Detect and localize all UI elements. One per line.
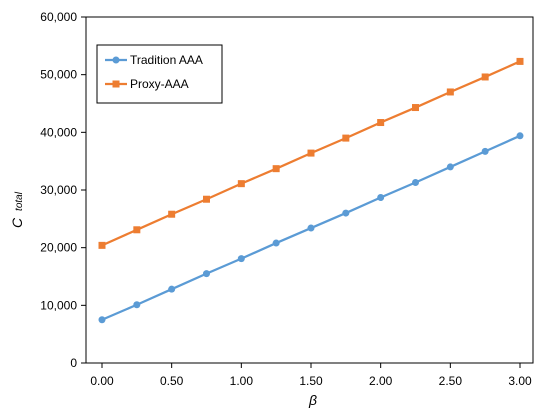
data-point (307, 224, 315, 232)
axes: 0 10,000 20,000 30,000 40,000 50,000 60,000 0.0… (40, 10, 534, 388)
data-point (168, 285, 176, 293)
y-tick-label: 30,000 (40, 183, 77, 197)
legend-box (96, 44, 223, 104)
data-point (133, 301, 141, 309)
data-point (203, 195, 210, 203)
y-tick-label: 60,000 (40, 10, 77, 24)
legend-label: Proxy-AAA (130, 77, 189, 91)
x-tick-label: 1.00 (230, 374, 254, 388)
data-point (446, 88, 454, 96)
x-tick-label: 0.50 (160, 374, 184, 388)
y-tick-label: 20,000 (40, 241, 77, 255)
data-point (481, 73, 489, 81)
data-point (516, 132, 524, 140)
x-axis-title: β (308, 392, 317, 408)
data-point (516, 57, 524, 65)
legend-items: Tradition AAA Proxy-AAA (105, 53, 203, 91)
legend-label: Tradition AAA (130, 53, 203, 67)
y-tick-label: 0 (70, 356, 77, 370)
data-point (481, 147, 489, 155)
data-point (307, 149, 315, 157)
data-point (377, 119, 385, 127)
data-point (377, 193, 385, 201)
x-tick-label: 0.00 (90, 374, 114, 388)
x-tick-label: 1.50 (299, 374, 323, 388)
data-point (133, 226, 141, 234)
data-point (342, 134, 350, 142)
data-point (98, 316, 106, 324)
data-point (342, 209, 350, 217)
y-tick-label: 10,000 (40, 298, 77, 312)
legend-item: Tradition AAA (105, 53, 203, 67)
data-point (446, 163, 454, 171)
data-point (98, 241, 106, 249)
x-tick-label: 2.00 (369, 374, 393, 388)
y-tick-label: 40,000 (40, 125, 77, 139)
y-axis-title-sub: total (14, 191, 25, 211)
x-tick-label: 3.00 (508, 374, 532, 388)
series-proxy-aaa (98, 57, 524, 249)
data-point (203, 270, 210, 278)
data-point (237, 255, 245, 263)
y-axis-title: C total (9, 191, 25, 228)
data-point (272, 165, 280, 173)
data-point (168, 210, 176, 218)
legend: Tradition AAA Proxy-AAA (96, 44, 223, 104)
legend-swatch-marker (112, 80, 120, 88)
data-point (272, 239, 280, 247)
series-tradition-aaa (98, 132, 524, 324)
y-tick-label: 50,000 (40, 68, 77, 82)
legend-item: Proxy-AAA (105, 77, 189, 91)
data-point (237, 180, 245, 188)
legend-swatch-marker (112, 56, 120, 64)
data-point (412, 104, 419, 112)
data-point (412, 179, 419, 187)
y-axis-title-main: C (9, 217, 25, 228)
x-tick-label: 2.50 (439, 374, 463, 388)
series-layer (98, 57, 524, 324)
